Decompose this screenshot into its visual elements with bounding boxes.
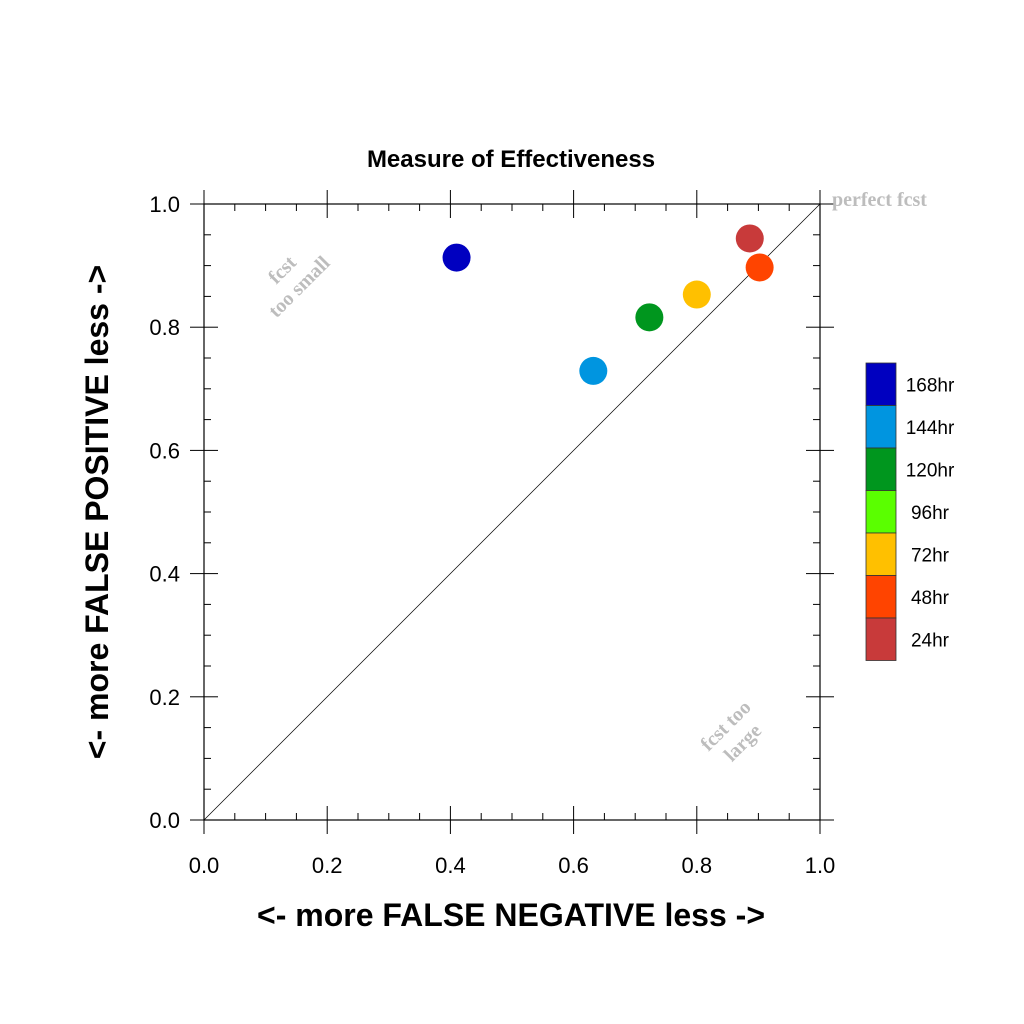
x-tick-label: 1.0 <box>805 853 836 878</box>
point-48hr <box>745 253 774 282</box>
legend-label-120hr: 120hr <box>906 460 955 481</box>
legend-swatch-120hr <box>865 447 897 491</box>
point-168hr <box>442 243 471 272</box>
chart-title: Measure of Effectiveness <box>367 146 655 173</box>
legend-swatch-72hr <box>865 532 897 576</box>
x-tick-label: 0.0 <box>189 853 220 878</box>
perfect-fcst-label: perfect fcst <box>832 189 927 211</box>
y-tick-label: 0.8 <box>149 315 180 340</box>
ticks <box>190 190 834 834</box>
point-144hr <box>579 356 608 385</box>
point-24hr <box>735 224 764 253</box>
legend-label-72hr: 72hr <box>911 545 950 566</box>
x-axis-label: <- more FALSE NEGATIVE less -> <box>257 897 765 933</box>
data-points <box>442 224 774 385</box>
legend-label-168hr: 168hr <box>906 375 955 396</box>
legend-swatch-24hr <box>865 617 897 661</box>
x-tick-label: 0.8 <box>682 853 713 878</box>
legend-label-144hr: 144hr <box>906 418 955 439</box>
legend-swatch-96hr <box>865 490 897 534</box>
x-tick-label: 0.4 <box>435 853 466 878</box>
y-tick-label: 1.0 <box>149 192 180 217</box>
legend-label-24hr: 24hr <box>911 630 950 651</box>
legend-label-96hr: 96hr <box>911 503 950 524</box>
legend: 168hr 144hr 120hr 96hr 72hr 48hr 24hr <box>865 362 955 661</box>
legend-swatch-168hr <box>865 362 897 406</box>
x-tick-label: 0.6 <box>558 853 589 878</box>
y-tick-label: 0.0 <box>149 808 180 833</box>
x-tick-label: 0.2 <box>312 853 343 878</box>
plot-area: 0.0 0.2 0.4 0.6 0.8 1.0 0.0 0.2 0.4 0.6 0.8 1.0 <box>149 190 835 878</box>
y-axis-label: <- more FALSE POSITIVE less -> <box>79 265 115 759</box>
legend-label-48hr: 48hr <box>911 588 950 609</box>
legend-swatch-48hr <box>865 575 897 619</box>
y-tick-label: 0.4 <box>149 562 180 587</box>
y-tick-label: 0.6 <box>149 438 180 463</box>
legend-swatch-144hr <box>865 405 897 449</box>
point-120hr <box>635 303 664 332</box>
diagonal-line <box>203 203 821 821</box>
y-tick-label: 0.2 <box>149 685 180 710</box>
point-72hr <box>682 280 711 309</box>
